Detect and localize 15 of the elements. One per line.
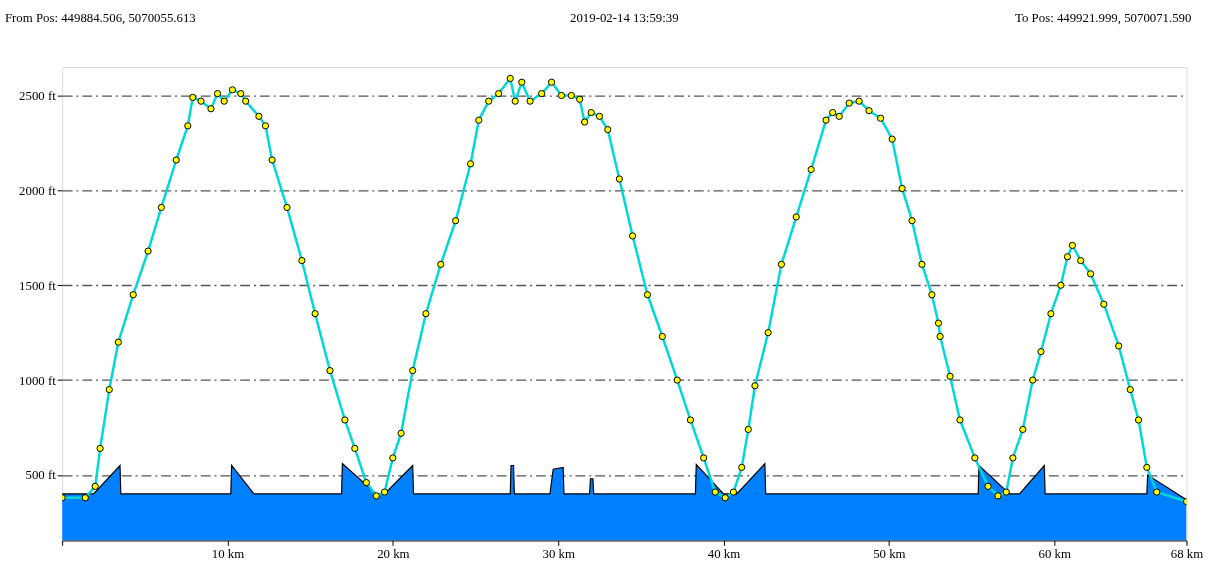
x-tick-label: 60 km bbox=[1038, 546, 1071, 561]
y-tick-label: 500 ft bbox=[25, 468, 57, 483]
y-tick-label: 1500 ft bbox=[19, 278, 57, 293]
x-tick-label: 10 km bbox=[211, 546, 245, 561]
x-tick-label: 68 km bbox=[1170, 546, 1204, 561]
x-tick-label: 20 km bbox=[377, 546, 410, 561]
text: From Pos: 449884.506, 5070055.613 bbox=[4, 10, 196, 25]
x-tick-label: 50 km bbox=[873, 546, 906, 561]
x-tick-label: 40 km bbox=[707, 546, 741, 561]
chart-title: 2019-02-14 13:59:39 bbox=[570, 10, 679, 25]
y-tick-label: 2500 ft bbox=[19, 88, 57, 103]
x-tick-label: 30 km bbox=[542, 546, 575, 561]
text: To Pos: 449921.999, 5070071.590 bbox=[1015, 10, 1192, 25]
y-tick-label: 2000 ft bbox=[19, 183, 57, 198]
y-tick-label: 1000 ft bbox=[19, 373, 57, 388]
